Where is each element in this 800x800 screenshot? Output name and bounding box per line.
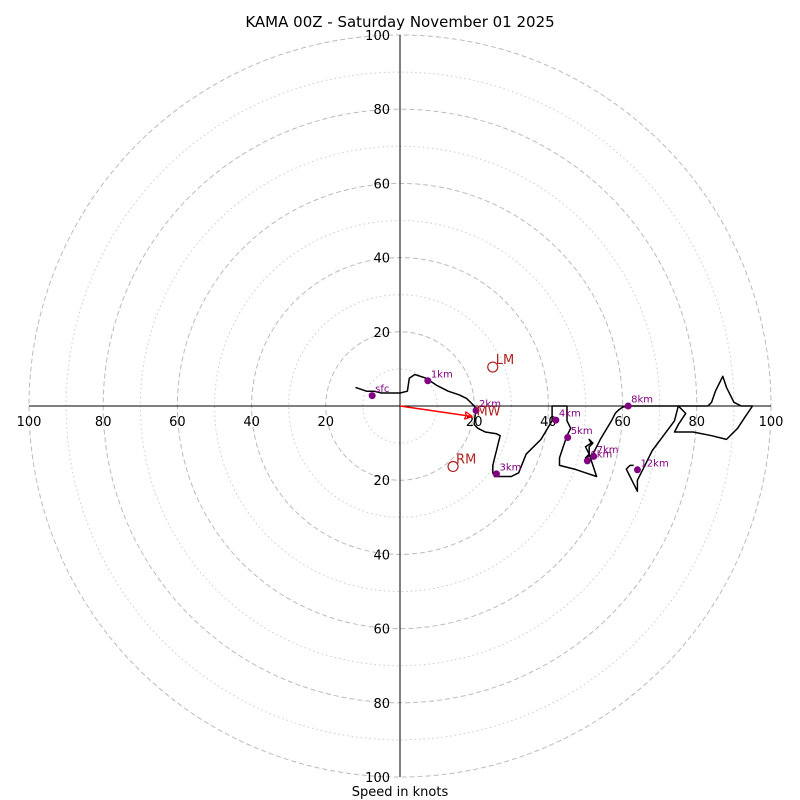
tick-left: 20 bbox=[318, 415, 335, 430]
hodograph-trace-layer bbox=[355, 373, 754, 493]
height-label-7km: 7km bbox=[597, 445, 619, 456]
tick-top: 100 bbox=[365, 29, 390, 44]
height-marker-4km bbox=[552, 416, 560, 424]
tick-top: 60 bbox=[373, 177, 390, 192]
height-marker-7km bbox=[590, 452, 598, 460]
tick-left: 40 bbox=[243, 415, 260, 430]
height-marker-5km bbox=[564, 434, 572, 442]
tick-bottom: 40 bbox=[373, 548, 390, 563]
height-label-5km: 5km bbox=[571, 426, 593, 437]
height-label-6km: 6km bbox=[590, 449, 612, 460]
tick-bottom: 100 bbox=[365, 771, 390, 786]
height-label-12km: 12km bbox=[640, 458, 668, 469]
tick-right: 60 bbox=[614, 415, 631, 430]
storm-motion-label-lm: LM bbox=[496, 353, 514, 368]
tick-bottom: 60 bbox=[373, 623, 390, 638]
tick-left: 60 bbox=[169, 415, 186, 430]
tick-left: 100 bbox=[17, 415, 42, 430]
tick-top: 20 bbox=[373, 326, 390, 341]
x-axis-label: Speed in knots bbox=[352, 785, 449, 800]
height-label-8km: 8km bbox=[631, 395, 653, 406]
storm-motion-label-rm: RM bbox=[456, 452, 476, 467]
mean-wind-arrow bbox=[399, 405, 471, 416]
height-label-1km: 1km bbox=[431, 369, 453, 380]
height-marker-1km bbox=[424, 377, 432, 385]
storm-motion-markers: LM RM MW bbox=[447, 353, 514, 473]
height-marker-sfc bbox=[368, 392, 376, 400]
height-marker-12km bbox=[633, 466, 641, 474]
tick-right: 80 bbox=[689, 415, 706, 430]
tick-bottom: 80 bbox=[373, 697, 390, 712]
tick-top: 40 bbox=[373, 252, 390, 267]
height-label-4km: 4km bbox=[559, 409, 581, 420]
tick-left: 80 bbox=[95, 415, 112, 430]
height-marker-3km bbox=[492, 470, 500, 478]
height-label-sfc: sfc bbox=[375, 384, 389, 395]
storm-motion-lm bbox=[487, 361, 499, 373]
tick-bottom: 20 bbox=[373, 474, 390, 489]
tick-top: 80 bbox=[373, 103, 390, 118]
tick-right: 100 bbox=[759, 415, 784, 430]
height-marker-8km bbox=[624, 402, 632, 410]
mean-wind-label: MW bbox=[476, 404, 500, 419]
height-marker-2km bbox=[472, 406, 480, 414]
height-marker-6km bbox=[583, 457, 591, 465]
storm-motion-rm bbox=[447, 460, 459, 473]
height-label-2km: 2km bbox=[479, 399, 501, 410]
chart-title: KAMA 00Z - Saturday November 01 2025 bbox=[245, 13, 554, 31]
tick-labels: 100 80 60 40 20 20 40 60 80 100100806040202040608… bbox=[17, 29, 784, 786]
height-label-3km: 3km bbox=[499, 462, 521, 473]
hodograph-trace bbox=[355, 373, 754, 493]
